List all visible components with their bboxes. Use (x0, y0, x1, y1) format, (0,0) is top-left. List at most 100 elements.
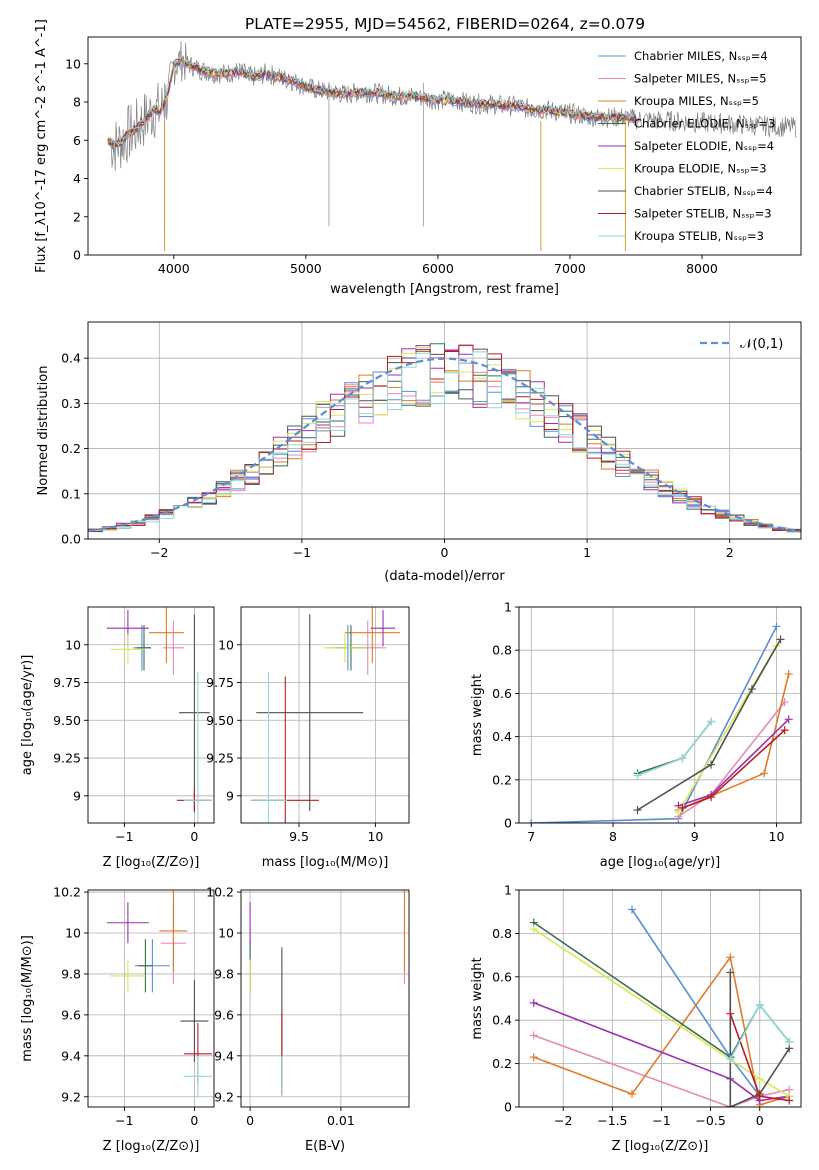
mass-weight-series (533, 1034, 790, 1107)
x-tick-label: −2 (150, 545, 168, 560)
y-tick-label: 2 (73, 209, 81, 224)
x-tick-label: 1 (583, 545, 591, 560)
mass_vs_Z-axes: −1 0 9.2 9.4 9.6 9.8 10 10.2 Z [log₁₀(Z/Z⊙)] mass… (20, 885, 215, 1154)
y-tick-label: 10 (218, 637, 234, 652)
x-tick-label: 0.01 (327, 1113, 355, 1128)
mass_vs_EBV-axes: 0 0.01 9.2 9.4 9.6 9.8 10 10.2 E(B-V) (206, 885, 410, 1154)
mw_vs_Z-axes: −2 −1.5 −1 −0.5 0 0 0.2 0.4 0.6 0.8 1 Z [log₁₀(Z/Z⊙… (470, 883, 802, 1154)
mass-weight-series (637, 639, 782, 811)
y-tick-label: 0 (73, 248, 81, 263)
series-marker (529, 925, 538, 934)
age_vs_mass-axes: 9.5 10 9 9.25 9.50 9.75 10 mass [log₁₀(M/M⊙)] (206, 606, 410, 870)
x-tick-label: −1 (652, 1113, 670, 1128)
data-point (110, 634, 146, 665)
age_vs_Z-axes: −1 0 9 9.25 9.50 9.75 10 Z [log₁₀(Z/Z⊙)] age [lo… (20, 606, 215, 870)
x-tick-label: 7000 (554, 261, 586, 276)
y-tick-label: 0.8 (492, 643, 512, 658)
series-marker (529, 998, 538, 1007)
spectrum-plot-area (107, 41, 797, 252)
series-marker (726, 968, 735, 977)
model-fit-5 (107, 56, 637, 149)
series-marker (633, 806, 642, 815)
y-tick-label: 9.25 (206, 751, 234, 766)
spectrum-axes: 4000 5000 6000 7000 8000 0 2 4 6 8 10 wavelength [A… (34, 19, 802, 297)
model-fit-3 (107, 58, 637, 150)
legend-entry: 𝒩(0,1) (740, 337, 783, 352)
series-marker (529, 1053, 538, 1062)
y-tick-label: 9.8 (214, 966, 234, 981)
age_vs_mass-plot-area (250, 607, 400, 823)
data-point (179, 614, 210, 811)
mass-weight-series (637, 721, 712, 775)
y-tick-label: 1 (504, 883, 512, 898)
series-marker (755, 1092, 764, 1101)
series-marker (755, 1001, 764, 1010)
series-marker (776, 635, 785, 644)
x-tick-label: 2 (726, 545, 734, 560)
x-axis-label: wavelength [Angstrom, rest frame] (330, 282, 559, 297)
legend-entry: Chabrier STELIB, Nₛₛₚ=4 (634, 184, 773, 198)
y-tick-label: 0.1 (61, 486, 81, 501)
y-tick-label: 0.4 (492, 1013, 512, 1028)
model-fit-6 (107, 58, 637, 148)
observed-spectrum (110, 41, 797, 172)
series-marker (726, 1103, 735, 1107)
y-tick-label: 9.6 (214, 1007, 234, 1022)
series-marker (707, 717, 716, 726)
data-point (148, 607, 184, 663)
legend-entry: Chabrier MILES, Nₛₛₚ=4 (634, 49, 768, 63)
series-marker (780, 726, 789, 735)
y-tick-label: 0.6 (492, 686, 512, 701)
y-tick-label: 8 (73, 95, 81, 110)
legend-entry: Chabrier ELODIE, Nₛₛₚ=3 (634, 117, 775, 131)
x-tick-label: 6000 (422, 261, 454, 276)
y-axis-label: mass [log₁₀(M/M⊙)] (20, 935, 35, 1062)
y-axis-label: mass weight (470, 957, 485, 1039)
model-fit-8 (107, 55, 637, 145)
mass-weight-series (637, 721, 712, 777)
data-point (183, 671, 212, 823)
y-tick-label: 10 (65, 56, 81, 71)
y-tick-label: 9.75 (206, 675, 234, 690)
y-tick-label: 6 (73, 133, 81, 148)
series-marker (726, 953, 735, 962)
model-fit-2 (107, 58, 637, 147)
y-tick-label: 0.8 (492, 926, 512, 941)
y-tick-label: 9.2 (61, 1089, 81, 1104)
y-tick-label: 0.2 (492, 1056, 512, 1071)
y-tick-label: 9.50 (53, 713, 81, 728)
series-marker (772, 622, 781, 631)
x-axis-label: Z [log₁₀(Z/Z⊙)] (612, 1139, 709, 1154)
y-axis-label: age [log₁₀(age/yr)] (20, 655, 35, 776)
series-marker (760, 769, 769, 778)
histogram-8 (88, 351, 801, 539)
y-axis-label: mass weight (470, 674, 485, 756)
x-axis-label: Z [log₁₀(Z/Z⊙)] (103, 855, 200, 870)
figure-title: PLATE=2955, MJD=54562, FIBERID=0264, z=0… (245, 15, 645, 33)
y-tick-label: 10 (65, 637, 81, 652)
x-tick-label: 8000 (686, 261, 718, 276)
mw_vs_Z-frame (518, 889, 802, 1108)
mw_vs_age-axes: 7 8 9 10 0 0.2 0.4 0.6 0.8 1 age [log₁₀(age/yr)] ma… (470, 600, 802, 870)
data-point (344, 607, 400, 663)
y-axis-label: Normed distribution (36, 366, 51, 496)
series-marker (627, 905, 636, 914)
normal-curve (88, 357, 801, 533)
y-tick-label: 0 (504, 816, 512, 831)
residuals-axes: −2 −1 0 1 2 0.0 0.1 0.2 0.3 0.4 (data-model)/error… (36, 321, 802, 584)
y-tick-label: 10 (65, 925, 81, 940)
y-tick-label: 9.4 (214, 1048, 234, 1063)
x-axis-label: age [log₁₀(age/yr)] (600, 855, 721, 870)
series-marker (726, 1009, 735, 1018)
legend-entry: Salpeter ELODIE, Nₛₛₚ=4 (634, 139, 774, 153)
age_vs_Z-plot-area (106, 607, 212, 823)
residuals-frame (87, 321, 802, 540)
y-tick-label: 0.6 (492, 969, 512, 984)
data-point (159, 890, 188, 972)
y-tick-label: 1 (504, 600, 512, 615)
mw_vs_Z-plot-area (529, 905, 794, 1107)
x-tick-label: 0 (190, 829, 198, 844)
x-tick-label: 0 (246, 1113, 254, 1128)
mass-weight-series (729, 972, 790, 1107)
mass-weight-series (531, 626, 778, 823)
